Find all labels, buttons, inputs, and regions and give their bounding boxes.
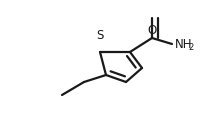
Text: O: O xyxy=(147,24,157,37)
Text: NH: NH xyxy=(175,37,192,51)
Text: S: S xyxy=(96,29,104,42)
Text: 2: 2 xyxy=(188,42,193,51)
